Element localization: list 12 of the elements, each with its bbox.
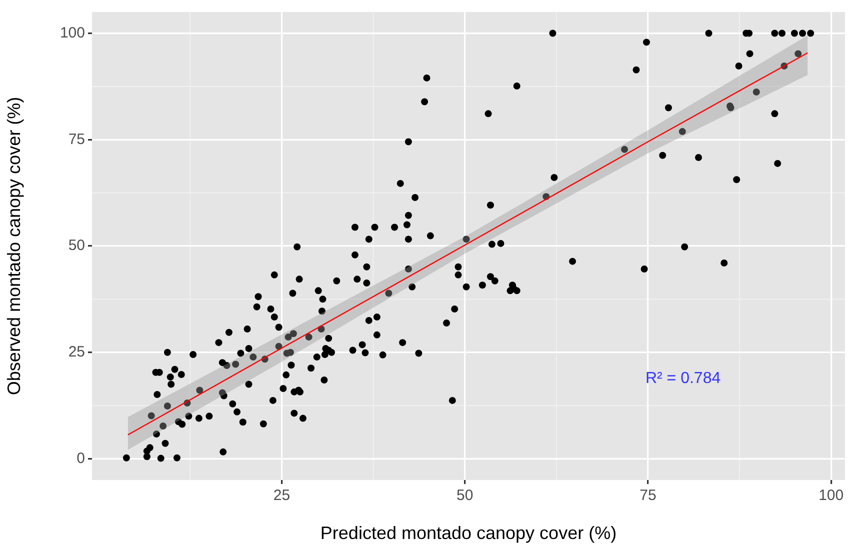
y-tick-label: 25: [68, 344, 85, 361]
y-tick-label: 0: [76, 450, 85, 467]
x-tick-label: 75: [640, 487, 656, 504]
y-tick-label: 100: [60, 24, 85, 42]
annotation: R² = 0.784: [645, 370, 721, 387]
y-axis-title: Observed montado canopy cover (%): [4, 96, 24, 396]
x-tick-label: 100: [818, 487, 844, 504]
y-tick-label: 50: [68, 237, 85, 254]
x-tick-label: 25: [273, 487, 290, 504]
x-tick-label: 50: [456, 487, 474, 504]
y-tick-label: 75: [68, 130, 85, 148]
x-axis-title: Predicted montado canopy cover (%): [320, 523, 617, 544]
